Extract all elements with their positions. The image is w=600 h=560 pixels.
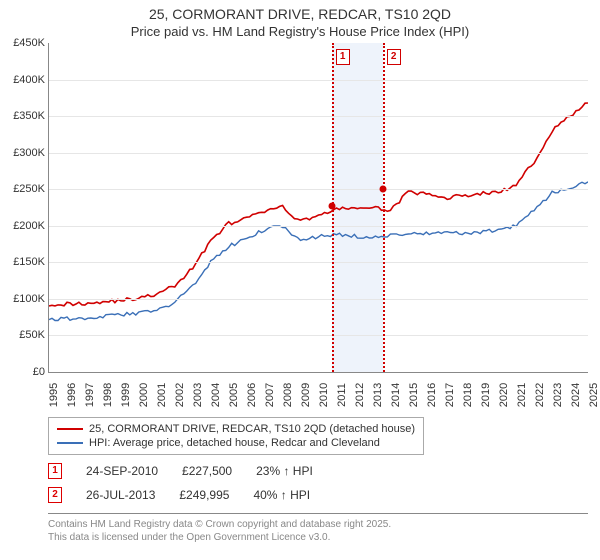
legend-swatch — [57, 442, 83, 444]
x-tick-label: 2007 — [264, 383, 276, 407]
y-tick-label: £0 — [1, 366, 45, 378]
x-tick-label: 2003 — [192, 383, 204, 407]
legend: 25, CORMORANT DRIVE, REDCAR, TS10 2QD (d… — [48, 417, 424, 455]
chart-subtitle: Price paid vs. HM Land Registry's House … — [0, 22, 600, 43]
x-tick-label: 2000 — [138, 383, 150, 407]
x-tick-label: 1995 — [48, 383, 60, 407]
sale-date: 24-SEP-2010 — [86, 464, 158, 478]
x-tick-label: 2019 — [480, 383, 492, 407]
y-tick-label: £150K — [1, 256, 45, 268]
sale-marker-icon: 1 — [48, 463, 62, 479]
y-tick-label: £400K — [1, 74, 45, 86]
x-tick-label: 2009 — [300, 383, 312, 407]
x-tick-label: 1997 — [84, 383, 96, 407]
x-tick-label: 2002 — [174, 383, 186, 407]
x-tick-label: 2001 — [156, 383, 168, 407]
x-tick-label: 1998 — [102, 383, 114, 407]
line-layer — [49, 43, 588, 372]
sale-diff: 23% ↑ HPI — [256, 464, 313, 478]
sale-marker-icon: 2 — [387, 49, 401, 65]
sale-marker-icon: 2 — [48, 487, 62, 503]
y-tick-label: £350K — [1, 110, 45, 122]
x-tick-label: 2021 — [516, 383, 528, 407]
x-tick-label: 2012 — [354, 383, 366, 407]
x-axis-ticks: 1995 1996 1997 1998 1999 2000 2001 2002 2003 2004… — [48, 373, 588, 407]
footer: Contains HM Land Registry data © Crown c… — [48, 513, 588, 544]
sale-date: 26-JUL-2013 — [86, 488, 155, 502]
x-tick-label: 2023 — [552, 383, 564, 407]
x-tick-label: 2008 — [282, 383, 294, 407]
y-tick-label: £450K — [1, 37, 45, 49]
x-tick-label: 2024 — [570, 383, 582, 407]
sale-diff: 40% ↑ HPI — [253, 488, 310, 502]
y-tick-label: £250K — [1, 183, 45, 195]
legend-label: 25, CORMORANT DRIVE, REDCAR, TS10 2QD (d… — [89, 423, 415, 435]
x-tick-label: 1999 — [120, 383, 132, 407]
legend-label: HPI: Average price, detached house, Redc… — [89, 437, 380, 449]
footer-line: This data is licensed under the Open Gov… — [48, 531, 588, 544]
x-tick-label: 2014 — [390, 383, 402, 407]
x-tick-label: 2025 — [588, 383, 600, 407]
x-tick-label: 2015 — [408, 383, 420, 407]
x-tick-label: 2004 — [210, 383, 222, 407]
y-tick-label: £50K — [1, 329, 45, 341]
legend-item: HPI: Average price, detached house, Redc… — [57, 436, 415, 450]
plot-area: £0£50K£100K£150K£200K£250K£300K£350K£400… — [48, 43, 588, 373]
sale-marker-icon: 1 — [336, 49, 350, 65]
x-tick-label: 2013 — [372, 383, 384, 407]
legend-item: 25, CORMORANT DRIVE, REDCAR, TS10 2QD (d… — [57, 422, 415, 436]
x-tick-label: 2005 — [228, 383, 240, 407]
footer-line: Contains HM Land Registry data © Crown c… — [48, 518, 588, 531]
x-tick-label: 2017 — [444, 383, 456, 407]
y-tick-label: £100K — [1, 293, 45, 305]
x-tick-label: 2018 — [462, 383, 474, 407]
x-tick-label: 2022 — [534, 383, 546, 407]
x-tick-label: 2010 — [318, 383, 330, 407]
sale-price: £249,995 — [179, 488, 229, 502]
x-tick-label: 1996 — [66, 383, 78, 407]
sale-row: 1 24-SEP-2010 £227,500 23% ↑ HPI — [48, 455, 600, 479]
sale-price: £227,500 — [182, 464, 232, 478]
chart-container: { "title": "25, CORMORANT DRIVE, REDCAR,… — [0, 0, 600, 560]
sale-row: 2 26-JUL-2013 £249,995 40% ↑ HPI — [48, 479, 600, 503]
chart-title: 25, CORMORANT DRIVE, REDCAR, TS10 2QD — [0, 0, 600, 22]
x-tick-label: 2020 — [498, 383, 510, 407]
legend-swatch — [57, 428, 83, 430]
x-tick-label: 2006 — [246, 383, 258, 407]
x-tick-label: 2011 — [336, 383, 348, 407]
y-tick-label: £300K — [1, 147, 45, 159]
y-tick-label: £200K — [1, 220, 45, 232]
x-tick-label: 2016 — [426, 383, 438, 407]
